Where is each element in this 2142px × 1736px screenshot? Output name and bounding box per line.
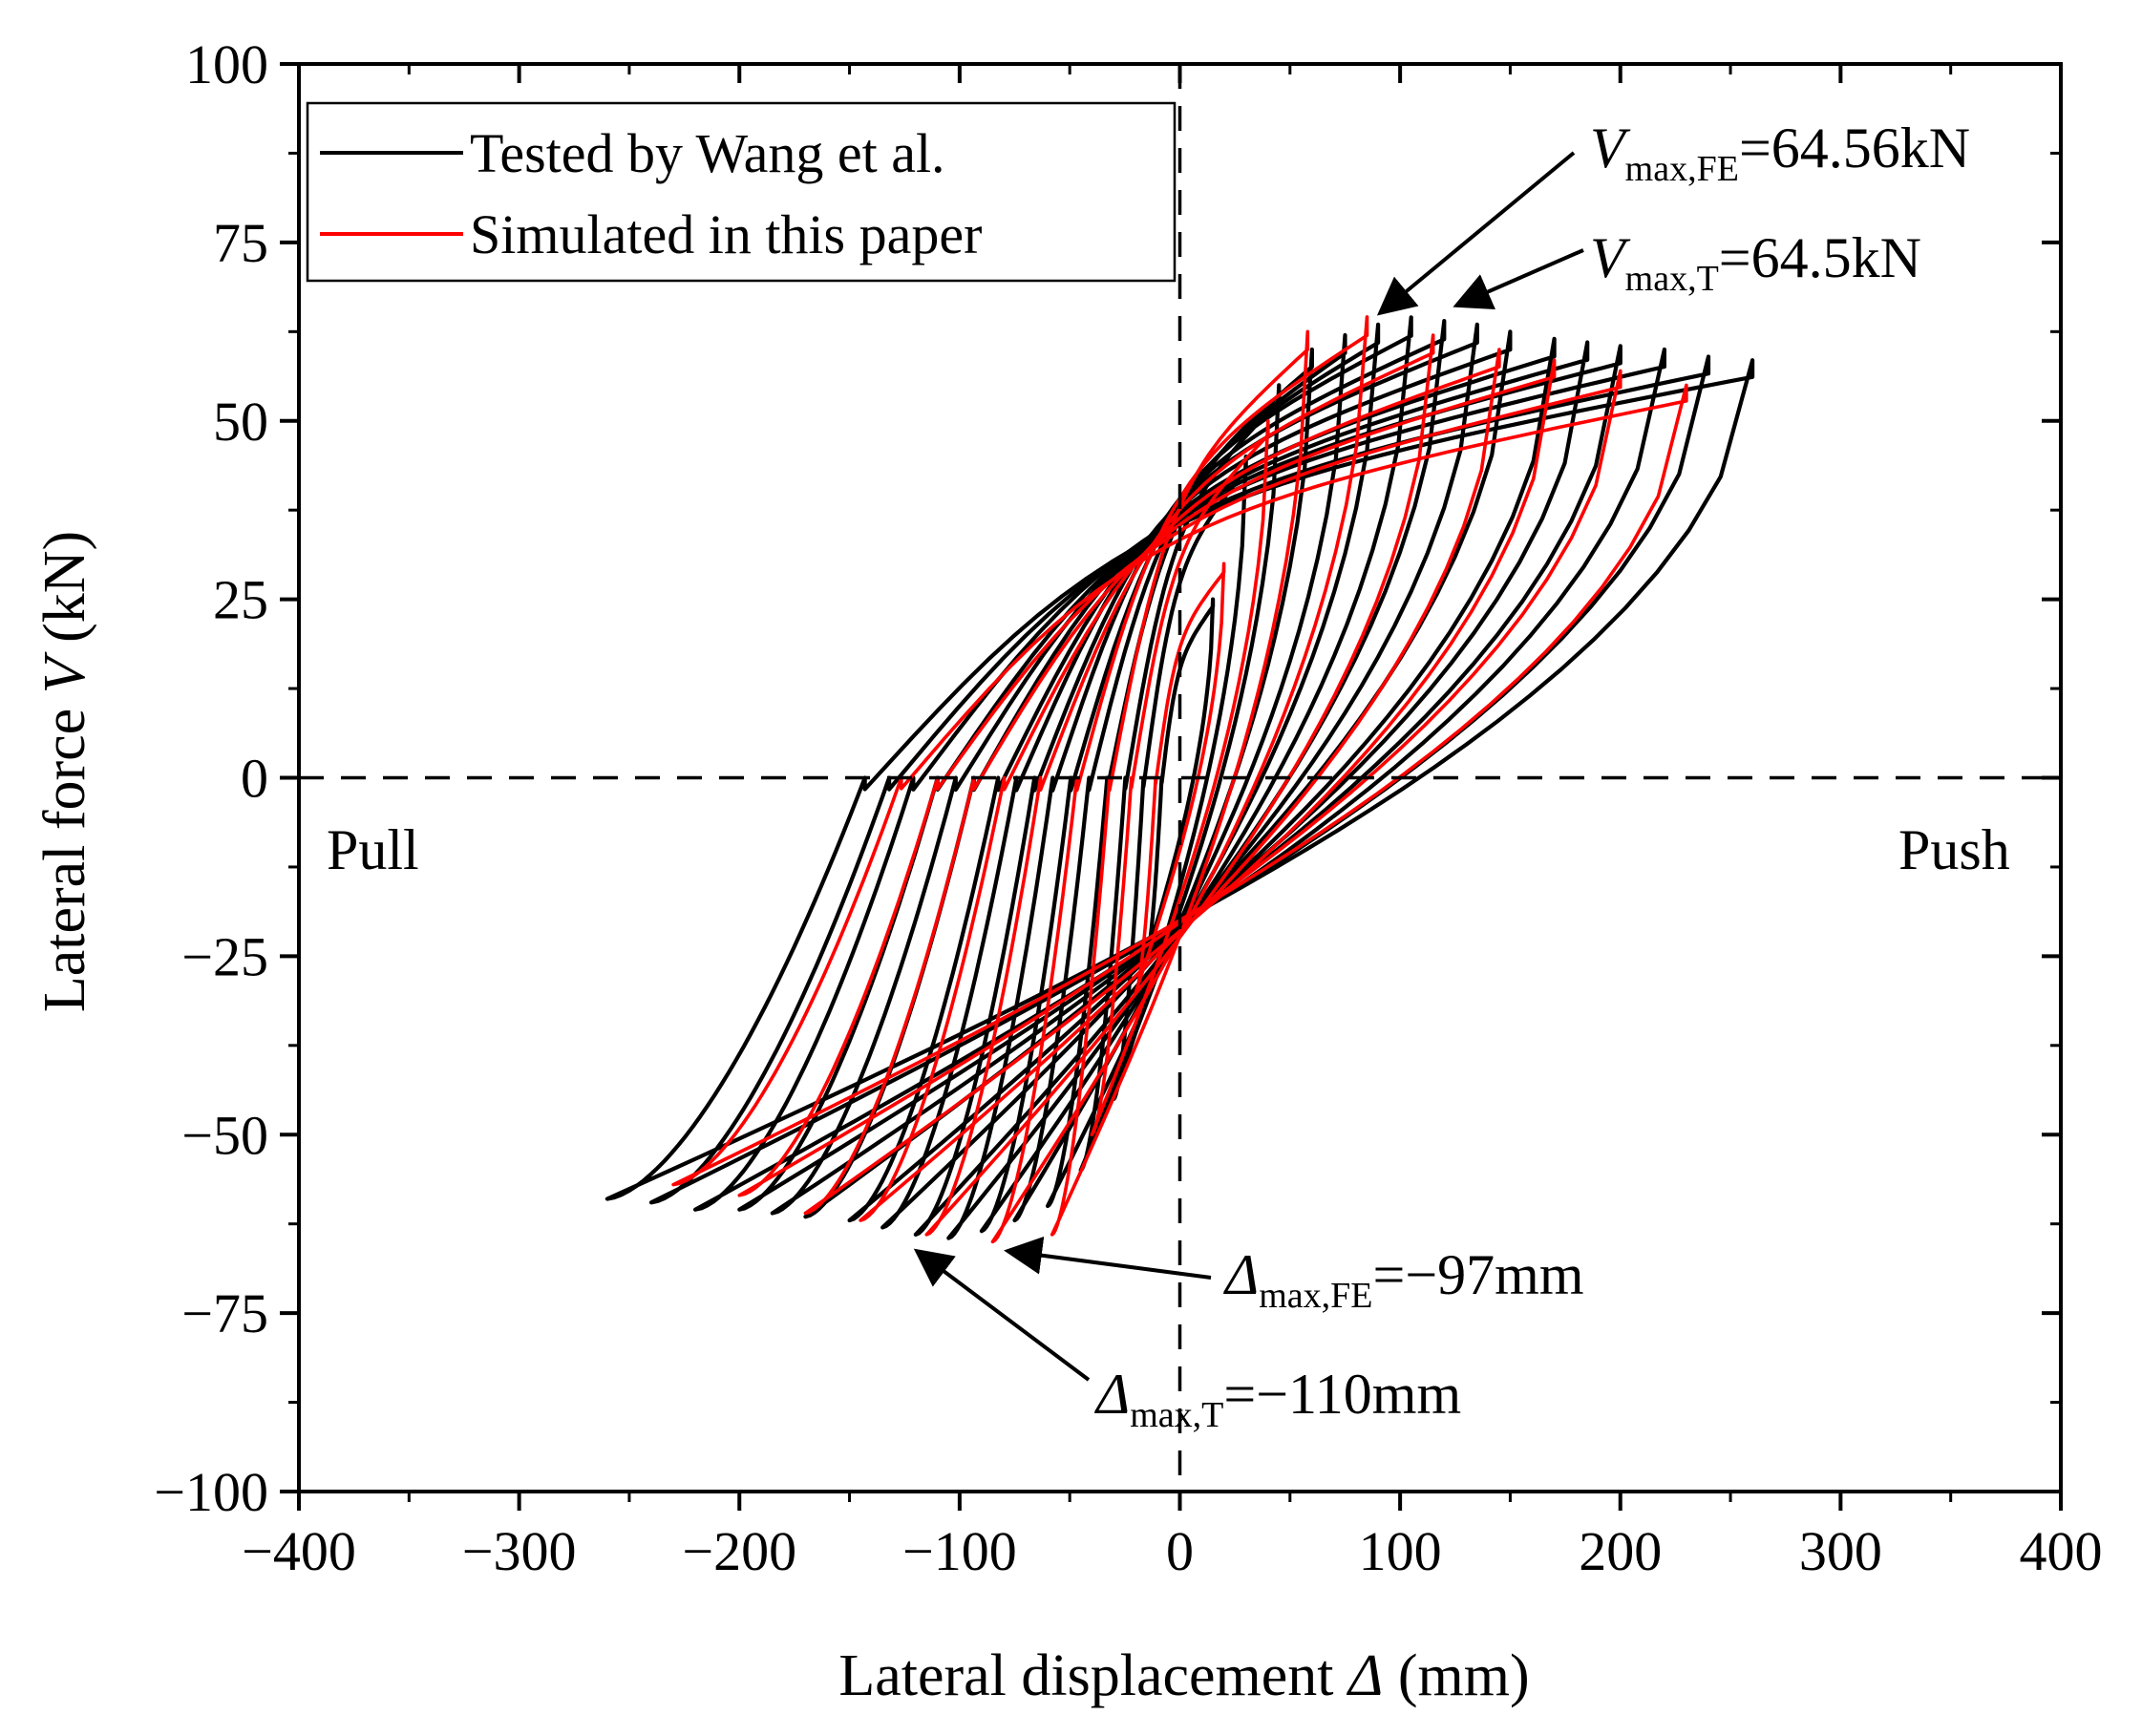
- x-tick-label: 400: [2020, 1520, 2103, 1582]
- arrow-vmax-fe: [1376, 151, 1576, 316]
- annotation-vmax-fe-value: =64.56kN: [1739, 116, 1970, 180]
- y-tick-label: −100: [154, 1461, 268, 1523]
- arrow-dmax-t: [913, 1248, 1091, 1382]
- pull-label: Pull: [327, 818, 419, 881]
- legend-label-simulated: Simulated in this paper: [470, 203, 982, 265]
- x-tick-label: −300: [462, 1520, 577, 1582]
- arrow-vmax-t: [1453, 248, 1584, 309]
- y-tick-label: 100: [185, 33, 268, 95]
- legend: Tested by Wang et al. Simulated in this …: [306, 101, 1177, 283]
- y-tick-label: 0: [241, 748, 268, 810]
- x-tick-label: 100: [1359, 1520, 1442, 1582]
- annotation-vmax-fe-subscript: max,FE: [1625, 149, 1739, 189]
- annotation-dmax-fe-symbol: Δ: [1223, 1243, 1259, 1306]
- push-label: Push: [1898, 818, 2010, 881]
- series-simulated-loop-5: [924, 333, 1435, 1237]
- axes-group: −400 −300 −200 −100 0 100 200 300 400 −100 −75 −50 −…: [154, 33, 2102, 1582]
- x-axis-title-suffix: (mm): [1383, 1643, 1529, 1708]
- x-axis-title: Lateral displacement Δ (mm): [838, 1643, 1529, 1708]
- x-tick-label: 200: [1579, 1520, 1662, 1582]
- x-tick-label: 0: [1166, 1520, 1194, 1582]
- annotation-vmax-t: Vmax,T=64.5kN: [1590, 226, 1921, 299]
- x-axis-title-symbol: Δ: [1346, 1643, 1383, 1708]
- y-tick-label: 75: [213, 212, 268, 274]
- y-tick-label: −50: [181, 1104, 268, 1166]
- y-tick-label: −25: [181, 925, 268, 987]
- annotation-dmax-fe: Δmax,FE=−97mm: [1223, 1243, 1584, 1316]
- annotation-dmax-fe-value: =−97mm: [1373, 1243, 1584, 1306]
- annotation-dmax-fe-subscript: max,FE: [1259, 1276, 1372, 1316]
- y-tick-label: −75: [181, 1282, 268, 1344]
- y-tick-label: 50: [213, 391, 268, 453]
- legend-label-tested: Tested by Wang et al.: [470, 122, 945, 184]
- series-simulated-loop-1: [1134, 561, 1226, 994]
- legend-box: [306, 101, 1177, 283]
- annotation-vmax-t-symbol: V: [1590, 226, 1631, 289]
- x-tick-label: −100: [902, 1520, 1017, 1582]
- annotation-vmax-fe: Vmax,FE=64.56kN: [1590, 116, 1970, 189]
- annotation-vmax-fe-symbol: V: [1590, 116, 1631, 180]
- annotation-vmax-t-value: =64.5kN: [1719, 226, 1921, 289]
- y-axis-title-suffix: (kN): [32, 531, 97, 658]
- y-axis-title-symbol: V: [32, 651, 97, 693]
- x-tick-label: −200: [682, 1520, 796, 1582]
- x-axis-title-prefix: Lateral displacement: [838, 1643, 1348, 1708]
- annotation-dmax-t-subscript: max,T: [1130, 1395, 1223, 1435]
- annotation-dmax-t: Δmax,T=−110mm: [1094, 1363, 1461, 1435]
- x-tick-label: −400: [242, 1520, 356, 1582]
- annotation-dmax-t-value: =−110mm: [1223, 1363, 1461, 1426]
- y-axis-title-prefix: Lateral force: [32, 693, 97, 1012]
- zero-lines: [299, 64, 2061, 1492]
- y-tick-label: 25: [213, 569, 268, 631]
- y-axis-title: Lateral force V (kN): [32, 531, 97, 1012]
- arrow-dmax-fe: [1004, 1236, 1212, 1280]
- annotation-vmax-t-subscript: max,T: [1625, 259, 1719, 299]
- x-tick-label: 300: [1799, 1520, 1882, 1582]
- annotation-dmax-t-symbol: Δ: [1094, 1363, 1130, 1426]
- series-simulated-loop-7: [803, 358, 1557, 1216]
